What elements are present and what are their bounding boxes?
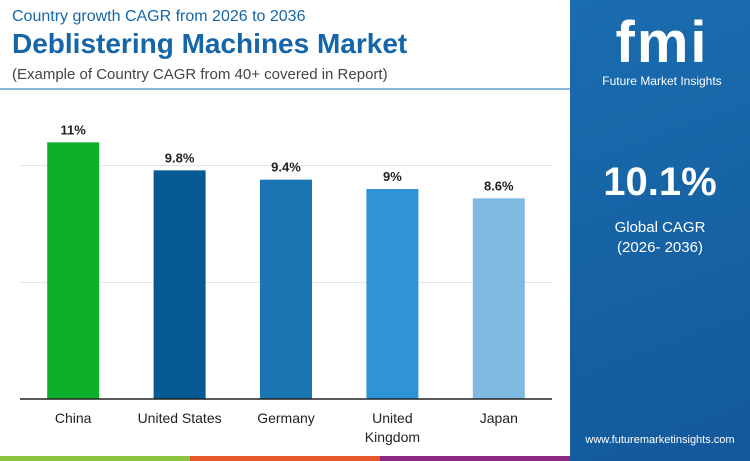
chart-subtitle: Country growth CAGR from 2026 to 2036 (12, 8, 306, 25)
stripe-orange (190, 456, 380, 461)
bar-united-states (153, 170, 206, 399)
x-tick-label: United States (138, 410, 222, 426)
data-label: 9.4% (271, 160, 301, 175)
data-label: 8.6% (484, 178, 514, 193)
x-tick-label: Japan (480, 410, 518, 426)
side-panel (570, 0, 750, 461)
divider (0, 88, 570, 90)
global-cagr-value: 10.1% (603, 160, 717, 204)
x-tick-label: China (55, 410, 92, 426)
chart-title: Deblistering Machines Market (12, 28, 408, 59)
logo-mark: fmi (615, 10, 709, 75)
fmi-logo: fmi Future Market Insights (598, 10, 726, 89)
cagr-label: Global CAGR (614, 219, 706, 236)
data-label: 9.8% (165, 150, 195, 165)
bar-united-kingdom (366, 189, 419, 399)
cagr-period: (2026- 2036) (617, 239, 703, 256)
bar-germany (260, 179, 312, 399)
website-url: www.futuremarketinsights.com (585, 434, 735, 446)
x-tick-label: United (372, 410, 412, 426)
stripe-purple (380, 456, 570, 461)
logo-name: Future Market Insights (602, 74, 722, 88)
data-label: 9% (383, 169, 402, 184)
bar-japan (472, 198, 525, 399)
bar-china (47, 142, 100, 400)
chart-note: (Example of Country CAGR from 40+ covere… (12, 66, 388, 83)
global-cagr-label: Global CAGR (2026- 2036) (570, 218, 750, 258)
data-label: 11% (61, 122, 87, 137)
x-tick-label: Germany (257, 410, 315, 426)
stripe-green (0, 456, 190, 461)
x-tick-label: Kingdom (365, 429, 420, 445)
bar-chart: 11% China 9.8% United States 9.4% Germany 9% Un… (20, 122, 552, 445)
